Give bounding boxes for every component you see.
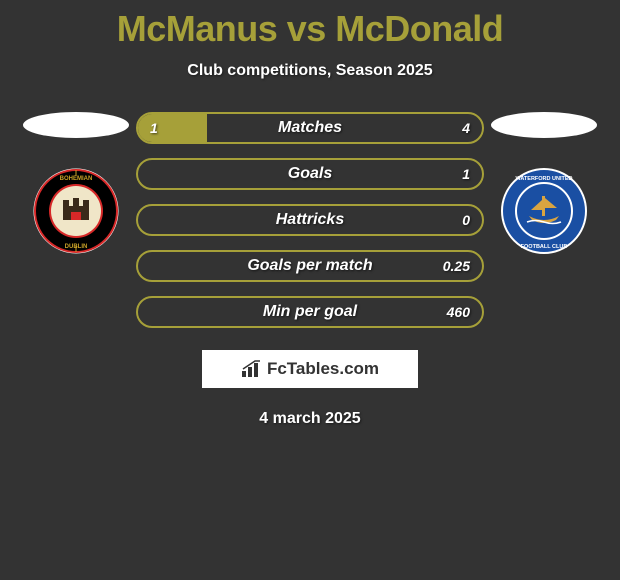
- stat-right-value: 0: [462, 212, 470, 228]
- stat-right-value: 460: [447, 304, 470, 320]
- right-player-silhouette: [491, 112, 597, 138]
- stat-row-hattricks: Hattricks 0: [136, 204, 484, 236]
- subtitle: Club competitions, Season 2025: [0, 62, 620, 80]
- left-team-col: BOHEMIAN DUBLIN: [16, 112, 136, 254]
- stat-row-matches: 1 Matches 4: [136, 112, 484, 144]
- stat-label: Goals: [138, 165, 482, 183]
- bar-chart-icon: [241, 360, 263, 378]
- brand-box: FcTables.com: [202, 350, 418, 388]
- right-team-col: WATERFORD UNITED FOOTBALL CLUB: [484, 112, 604, 254]
- stat-label: Matches: [138, 119, 482, 137]
- stat-row-goals: Goals 1: [136, 158, 484, 190]
- stat-row-min-per-goal: Min per goal 460: [136, 296, 484, 328]
- svg-text:FOOTBALL CLUB: FOOTBALL CLUB: [521, 244, 568, 250]
- left-player-silhouette: [23, 112, 129, 138]
- left-team-crest: BOHEMIAN DUBLIN: [33, 168, 119, 254]
- stat-right-value: 4: [462, 120, 470, 136]
- comparison-card: McManus vs McDonald Club competitions, S…: [0, 0, 620, 428]
- stat-label: Min per goal: [138, 303, 482, 321]
- brand-text: FcTables.com: [267, 359, 379, 379]
- stat-right-value: 0.25: [443, 258, 470, 274]
- right-team-crest: WATERFORD UNITED FOOTBALL CLUB: [501, 168, 587, 254]
- svg-text:BOHEMIAN: BOHEMIAN: [60, 176, 93, 182]
- date-text: 4 march 2025: [0, 410, 620, 428]
- waterford-crest-icon: WATERFORD UNITED FOOTBALL CLUB: [501, 168, 587, 254]
- stat-row-goals-per-match: Goals per match 0.25: [136, 250, 484, 282]
- bohemian-crest-icon: BOHEMIAN DUBLIN: [33, 168, 119, 254]
- stat-label: Hattricks: [138, 211, 482, 229]
- main-row: BOHEMIAN DUBLIN 1 Matches 4 Goals 1: [0, 112, 620, 328]
- svg-text:WATERFORD UNITED: WATERFORD UNITED: [515, 176, 572, 182]
- stat-right-value: 1: [462, 166, 470, 182]
- stat-label: Goals per match: [138, 257, 482, 275]
- stats-column: 1 Matches 4 Goals 1 Hattricks 0: [136, 112, 484, 328]
- page-title: McManus vs McDonald: [0, 8, 620, 50]
- svg-text:DUBLIN: DUBLIN: [65, 244, 88, 250]
